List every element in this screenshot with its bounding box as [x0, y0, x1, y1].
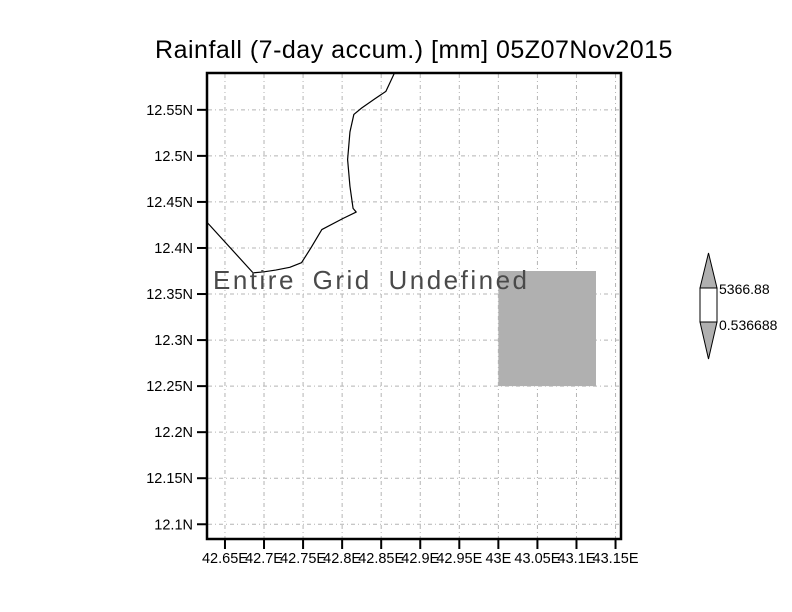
colorbar-down-arrow [699, 321, 718, 360]
plot-border [205, 71, 623, 541]
x-tick-label: 42.7E [245, 551, 283, 567]
colorbar-max-value-label: 5366.88 [719, 281, 770, 297]
x-tick-label: 42.85E [358, 551, 404, 567]
y-tick-label: 12.15N [146, 471, 193, 487]
x-tick-label: 42.65E [202, 551, 248, 567]
x-tick-label: 43.15E [593, 551, 639, 567]
y-tick-label: 12.3N [154, 333, 193, 349]
y-tick-label: 12.45N [146, 195, 193, 211]
coastline-path [207, 72, 396, 274]
colorbar-min-value-label: 0.536688 [719, 317, 778, 333]
x-tick-label: 42.8E [323, 551, 361, 567]
plot-title: Rainfall (7-day accum.) [mm] 05Z07Nov201… [155, 36, 673, 64]
colorbar-up-arrow [699, 252, 718, 289]
x-tick-label: 43.1E [558, 551, 596, 567]
y-tick-label: 12.2N [154, 425, 193, 441]
x-tick-label: 42.9E [401, 551, 439, 567]
y-tick-label: 12.4N [154, 241, 193, 257]
y-tick-label: 12.55N [146, 103, 193, 119]
entire-grid-undefined-label: Entire Grid Undefined [213, 265, 530, 295]
shaded-grid-region [498, 271, 597, 387]
x-tick-label: 42.75E [280, 551, 326, 567]
colorbar-band [699, 287, 718, 323]
y-tick-label: 12.1N [154, 517, 193, 533]
y-tick-label: 12.5N [154, 149, 193, 165]
x-tick-label: 43E [485, 551, 511, 567]
x-tick-label: 42.95E [436, 551, 482, 567]
x-tick-label: 43.05E [514, 551, 560, 567]
y-tick-label: 12.25N [146, 379, 193, 395]
y-tick-label: 12.35N [146, 287, 193, 303]
